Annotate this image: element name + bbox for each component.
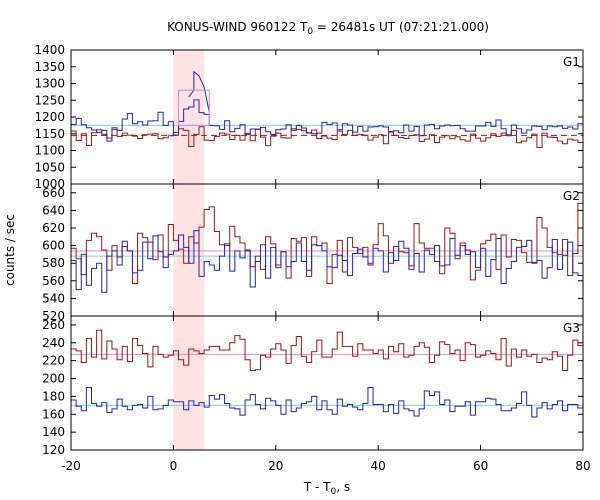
panel-g2-y-tick-label: 620: [42, 221, 65, 235]
panel-g1-blue-burst-peak: [188, 70, 210, 113]
panel-g2-label: G2: [563, 189, 580, 203]
chart-title-rest: = 26481s UT (07:21:21.000): [313, 20, 489, 34]
panel-g2-y-tick-label: 540: [42, 291, 65, 305]
x-tick-label: 0: [170, 459, 178, 473]
panel-g1-blue-series: [71, 99, 583, 142]
chart-title-subscript: 0: [307, 27, 313, 37]
x-axis-label-rest: , s: [336, 480, 350, 494]
panel-g2-red-series: [71, 202, 583, 284]
chart-title-main: KONUS-WIND 960122 T: [167, 20, 308, 34]
x-tick-label: 20: [268, 459, 283, 473]
x-axis-label: T - T0, s: [303, 480, 350, 497]
panel-g2-y-tick-label: 640: [42, 203, 65, 217]
plot-area: 100010501100115012001250130013501400G152…: [34, 43, 590, 473]
panel-g1-red-series: [71, 126, 583, 148]
panel-g3-y-tick-label: 160: [42, 407, 65, 421]
panel-g3-label: G3: [563, 321, 580, 335]
y-axis-label: counts / sec: [3, 214, 17, 286]
panel-g1-y-tick-label: 1350: [34, 60, 65, 74]
panel-g1-burst-window-box: [178, 89, 210, 126]
x-tick-label: 80: [575, 459, 590, 473]
panel-g3-frame: [70, 315, 584, 451]
x-tick-label: -20: [61, 459, 81, 473]
panel-g2-y-tick-label: 560: [42, 274, 65, 288]
x-axis-label-subscript: 0: [331, 487, 337, 497]
panel-g3-y-tick-label: 220: [42, 354, 65, 368]
panel-g3-y-tick-label: 260: [42, 318, 65, 332]
panel-g1-y-tick-label: 1050: [34, 160, 65, 174]
panel-g3-y-tick-label: 240: [42, 336, 65, 350]
panel-g1-y-tick-label: 1000: [34, 177, 65, 191]
panel-g1-y-tick-label: 1200: [34, 110, 65, 124]
panel-g2-y-tick-label: 660: [42, 186, 65, 200]
panel-g1-y-tick-label: 1400: [34, 43, 65, 57]
panel-g2-y-tick-label: 600: [42, 239, 65, 253]
panel-g3-y-tick-label: 180: [42, 389, 65, 403]
x-axis-label-main: T - T: [303, 480, 331, 494]
panel-g2-y-tick-label: 520: [42, 309, 65, 323]
panel-g2-y-tick-label: 580: [42, 256, 65, 270]
panel-g3-blue-series: [71, 386, 583, 418]
panel-g2-blue-series: [71, 230, 583, 293]
panel-g3-y-tick-label: 200: [42, 372, 65, 386]
panel-g1-y-tick-label: 1300: [34, 77, 65, 91]
panel-g3-y-tick-label: 120: [42, 443, 65, 457]
panel-g3-y-tick-label: 140: [42, 425, 65, 439]
panel-g1-y-tick-label: 1250: [34, 93, 65, 107]
x-tick-label: 60: [473, 459, 488, 473]
chart-title: KONUS-WIND 960122 T0 = 26481s UT (07:21:…: [167, 20, 489, 37]
panel-g1-label: G1: [563, 55, 580, 69]
panel-g1-y-tick-label: 1150: [34, 127, 65, 141]
x-tick-label: 40: [371, 459, 386, 473]
panel-g3-red-series: [71, 329, 583, 371]
panel-g1-y-tick-label: 1100: [34, 144, 65, 158]
